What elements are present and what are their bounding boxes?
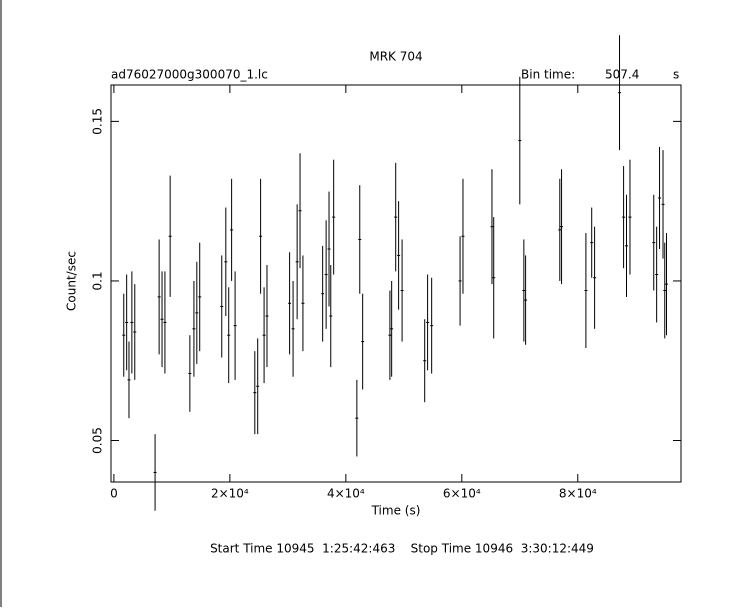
data-point [163, 271, 167, 374]
data-point [522, 239, 526, 342]
data-point [324, 220, 328, 329]
data-point [397, 201, 401, 310]
data-point [661, 150, 665, 259]
data-point [618, 35, 622, 151]
y-tick-label: 0.05 [91, 427, 105, 454]
data-point [233, 271, 237, 380]
data-point [663, 242, 667, 339]
data-point [628, 159, 632, 275]
x-tick-label: 4×10⁴ [327, 487, 365, 501]
data-point [332, 159, 336, 275]
data-point [262, 287, 266, 384]
data-point [524, 255, 528, 345]
data-point [130, 271, 134, 374]
chart-title: MRK 704 [369, 50, 422, 64]
bin-time-unit: s [673, 68, 679, 82]
data-point [224, 207, 228, 317]
data-point [560, 169, 564, 285]
data-point [394, 162, 398, 272]
plot-frame [110, 84, 682, 483]
data-point [321, 245, 325, 342]
data-point [492, 217, 496, 339]
data-point [558, 178, 562, 281]
data-point [259, 178, 263, 294]
data-point [291, 280, 295, 377]
data-point [622, 166, 626, 269]
bin-time-label: Bin time: [521, 68, 575, 82]
data-point [584, 233, 588, 348]
x-tick-label: 6×10⁴ [443, 487, 481, 501]
y-tick-label: 0.1 [91, 271, 105, 290]
data-point [665, 233, 669, 336]
data-point [329, 264, 333, 368]
data-point [361, 293, 365, 390]
data-point [198, 242, 202, 352]
data-point [658, 146, 662, 250]
data-point [655, 226, 659, 323]
data-point [192, 280, 196, 377]
x-axis-label: Time (s) [371, 504, 421, 518]
data-point [593, 226, 597, 329]
data-point [490, 169, 494, 285]
footer: Start Time 10945 1:25:42:463 Stop Time 1… [210, 542, 594, 556]
y-axis-label: Count/sec [65, 251, 79, 311]
y-tick-label: 0.15 [91, 108, 105, 135]
data-point [423, 319, 427, 403]
bin-time: 507.4 [605, 68, 639, 82]
data-point [230, 178, 234, 281]
data-point [168, 175, 172, 297]
data-point [256, 338, 260, 435]
data-point [220, 255, 224, 358]
data-point [160, 271, 164, 368]
data-point [400, 239, 404, 342]
data-point [430, 277, 434, 374]
data-point [288, 252, 292, 355]
x-tick-label: 0 [110, 487, 118, 501]
data-point [358, 185, 362, 294]
data-point [652, 194, 656, 291]
data-point [127, 341, 131, 419]
data-point [590, 207, 594, 278]
data-point [122, 293, 126, 377]
data-point [461, 178, 465, 294]
data-point [390, 280, 394, 377]
data-point [295, 204, 299, 320]
data-point [388, 290, 392, 380]
file-name: ad76027000g300070_1.lc [111, 68, 268, 82]
data-point [195, 261, 199, 364]
data-point [125, 274, 129, 371]
data-point [157, 239, 161, 355]
data-point [253, 351, 257, 435]
data-point [301, 255, 305, 352]
data-point [153, 434, 157, 511]
data-point [265, 264, 269, 368]
data-point [327, 191, 331, 307]
data-point [227, 287, 231, 384]
data-point [298, 153, 302, 269]
data-point [518, 76, 522, 205]
data-point [458, 236, 462, 326]
x-tick-label: 2×10⁴ [211, 487, 249, 501]
data-point [426, 274, 430, 371]
data-point [133, 284, 137, 380]
x-tick-label: 8×10⁴ [559, 487, 597, 501]
data-point [355, 379, 359, 457]
data-point [624, 194, 628, 297]
data-point [188, 335, 192, 412]
